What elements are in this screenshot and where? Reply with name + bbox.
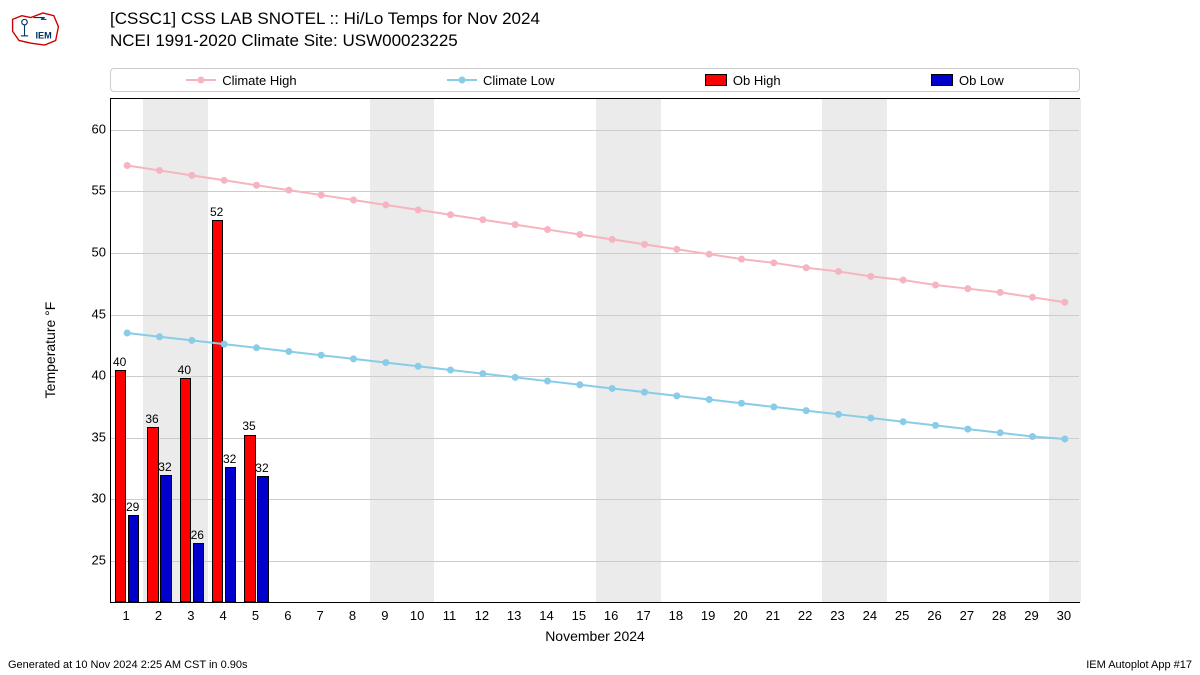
footer-app: IEM Autoplot App #17	[1086, 659, 1192, 671]
legend-label: Ob High	[733, 73, 781, 88]
x-tick-label: 8	[349, 608, 356, 623]
x-tick-label: 15	[572, 608, 586, 623]
x-tick-label: 10	[410, 608, 424, 623]
ob-high-bar	[115, 370, 126, 602]
gridline	[111, 315, 1079, 316]
svg-text:IEM: IEM	[36, 31, 53, 41]
y-tick-label: 40	[76, 368, 106, 383]
ob-low-bar	[257, 476, 268, 602]
weekend-band	[822, 99, 887, 602]
legend-label: Ob Low	[959, 73, 1004, 88]
x-tick-label: 18	[669, 608, 683, 623]
x-axis-label: November 2024	[545, 628, 645, 644]
x-tick-label: 24	[863, 608, 877, 623]
weekend-band	[370, 99, 435, 602]
legend-item: Climate Low	[447, 73, 555, 88]
ob-low-bar-label: 29	[126, 500, 139, 514]
ob-low-bar-label: 32	[223, 452, 236, 466]
x-tick-label: 4	[220, 608, 227, 623]
plot-area	[110, 98, 1080, 603]
gridline	[111, 376, 1079, 377]
x-tick-label: 11	[443, 608, 457, 623]
y-tick-label: 55	[76, 183, 106, 198]
ob-high-bar-label: 36	[145, 412, 158, 426]
ob-low-bar	[128, 515, 139, 602]
y-tick-label: 50	[76, 244, 106, 259]
x-tick-label: 2	[155, 608, 162, 623]
ob-low-bar	[193, 543, 204, 602]
gridline	[111, 438, 1079, 439]
gridline	[111, 130, 1079, 131]
x-tick-label: 28	[992, 608, 1006, 623]
legend: Climate High Climate Low Ob High Ob Low	[110, 68, 1080, 92]
x-tick-label: 23	[830, 608, 844, 623]
legend-item: Ob Low	[931, 73, 1004, 88]
y-tick-label: 30	[76, 491, 106, 506]
x-tick-label: 22	[798, 608, 812, 623]
y-tick-label: 25	[76, 552, 106, 567]
x-tick-label: 20	[733, 608, 747, 623]
legend-item: Climate High	[186, 73, 296, 88]
x-tick-label: 3	[187, 608, 194, 623]
footer-generated: Generated at 10 Nov 2024 2:25 AM CST in …	[8, 659, 248, 671]
ob-high-bar	[180, 378, 191, 602]
y-tick-label: 45	[76, 306, 106, 321]
x-tick-label: 9	[381, 608, 388, 623]
ob-high-bar-label: 40	[178, 363, 191, 377]
x-tick-label: 7	[317, 608, 324, 623]
ob-low-bar	[160, 475, 171, 602]
gridline	[111, 499, 1079, 500]
x-tick-label: 26	[927, 608, 941, 623]
legend-item: Ob High	[705, 73, 781, 88]
ob-low-bar-label: 32	[158, 460, 171, 474]
weekend-band	[1049, 99, 1081, 602]
ob-high-bar	[212, 220, 223, 602]
y-tick-label: 60	[76, 121, 106, 136]
y-tick-label: 35	[76, 429, 106, 444]
ob-low-bar-label: 32	[255, 461, 268, 475]
x-tick-label: 6	[284, 608, 291, 623]
x-tick-label: 14	[539, 608, 553, 623]
x-tick-label: 19	[701, 608, 715, 623]
gridline	[111, 561, 1079, 562]
x-tick-label: 17	[636, 608, 650, 623]
ob-high-bar-label: 40	[113, 355, 126, 369]
x-tick-label: 21	[766, 608, 780, 623]
legend-label: Climate High	[222, 73, 296, 88]
ob-high-bar-label: 52	[210, 205, 223, 219]
weekend-band	[596, 99, 661, 602]
climate-low-line	[111, 99, 1079, 602]
x-tick-label: 29	[1024, 608, 1038, 623]
gridline	[111, 253, 1079, 254]
ob-low-bar	[225, 467, 236, 602]
chart-title: [CSSC1] CSS LAB SNOTEL :: Hi/Lo Temps fo…	[110, 8, 540, 52]
ob-high-bar-label: 35	[242, 419, 255, 433]
legend-label: Climate Low	[483, 73, 555, 88]
x-tick-label: 12	[475, 608, 489, 623]
ob-high-bar	[147, 427, 158, 602]
x-tick-label: 16	[604, 608, 618, 623]
x-tick-label: 1	[123, 608, 130, 623]
ob-low-bar-label: 26	[191, 528, 204, 542]
iem-logo: IEM	[8, 8, 63, 50]
climate-high-line	[111, 99, 1079, 602]
title-line1: [CSSC1] CSS LAB SNOTEL :: Hi/Lo Temps fo…	[110, 8, 540, 30]
x-tick-label: 30	[1057, 608, 1071, 623]
x-tick-label: 27	[960, 608, 974, 623]
ob-high-bar	[244, 435, 255, 603]
gridline	[111, 191, 1079, 192]
x-tick-label: 25	[895, 608, 909, 623]
y-axis-label: Temperature °F	[42, 302, 58, 399]
x-tick-label: 13	[507, 608, 521, 623]
title-line2: NCEI 1991-2020 Climate Site: USW00023225	[110, 30, 540, 52]
x-tick-label: 5	[252, 608, 259, 623]
